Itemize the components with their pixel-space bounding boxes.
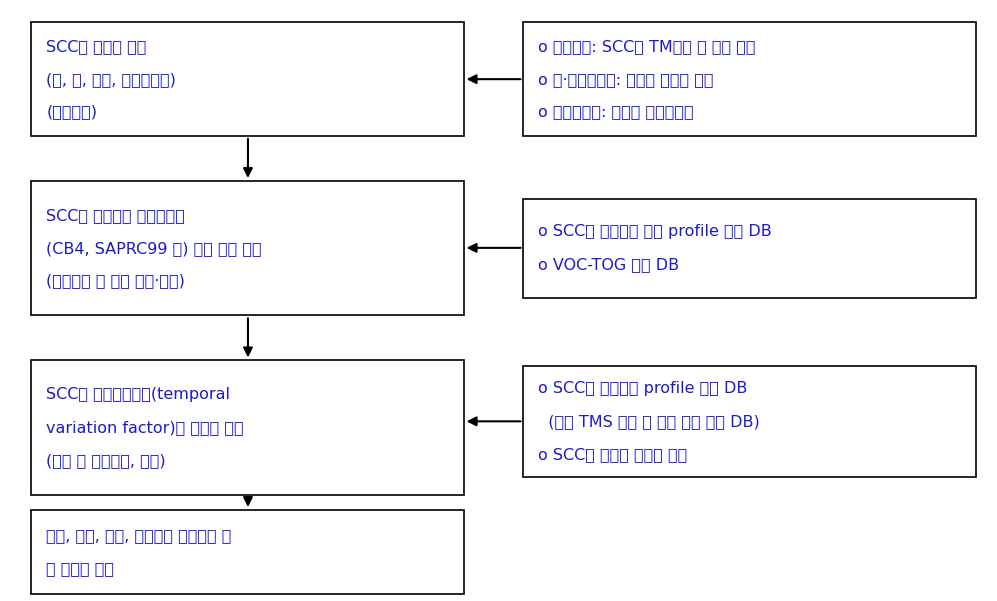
Text: (문헌조사 및 실측 비교·검증): (문헌조사 및 실측 비교·검증) <box>46 273 185 288</box>
Text: o SCC별 시간분배 profile 코드 DB: o SCC별 시간분배 profile 코드 DB <box>538 381 748 396</box>
Text: o VOC-TOG 환산 DB: o VOC-TOG 환산 DB <box>538 257 679 272</box>
Text: (실태조사): (실태조사) <box>46 105 97 120</box>
FancyBboxPatch shape <box>523 22 976 136</box>
Text: (점, 면, 이동, 자연오염원): (점, 면, 이동, 자연오염원) <box>46 72 176 87</box>
FancyBboxPatch shape <box>523 199 976 297</box>
Text: (CB4, SAPRC99 등) 화학 종별 분류: (CB4, SAPRC99 등) 화학 종별 분류 <box>46 240 262 255</box>
Text: 연별, 월별, 일별, 시간별로 종분류된 상: 연별, 월별, 일별, 시간별로 종분류된 상 <box>46 528 231 543</box>
FancyBboxPatch shape <box>523 366 976 477</box>
FancyBboxPatch shape <box>31 510 464 594</box>
Text: SCC별 시간변화계수(temporal: SCC별 시간변화계수(temporal <box>46 387 230 402</box>
Text: SCC별 배출량 자료: SCC별 배출량 자료 <box>46 38 147 53</box>
Text: o 점오염원: SCC별 TM좌표 및 굴뚝 정보: o 점오염원: SCC별 TM좌표 및 굴뚝 정보 <box>538 38 756 53</box>
Text: 세 배출량 산정: 세 배출량 산정 <box>46 561 114 576</box>
FancyBboxPatch shape <box>31 361 464 495</box>
Text: o SCC별 시간별 교통량 자료: o SCC별 시간별 교통량 자료 <box>538 447 688 462</box>
Text: variation factor)의 시간별 분배: variation factor)의 시간별 분배 <box>46 420 243 435</box>
FancyBboxPatch shape <box>31 22 464 136</box>
Text: o 면·이동오염원: 격자별 배출량 자료: o 면·이동오염원: 격자별 배출량 자료 <box>538 72 714 87</box>
Text: SCC별 화학반응 메커니즘별: SCC별 화학반응 메커니즘별 <box>46 208 185 223</box>
Text: (굴뚝 TMS 자료 및 관련 측정 자료 DB): (굴뚝 TMS 자료 및 관련 측정 자료 DB) <box>538 414 760 429</box>
Text: (문헌 및 실태조사, 개발): (문헌 및 실태조사, 개발) <box>46 453 166 468</box>
FancyBboxPatch shape <box>31 181 464 316</box>
Text: o SCC별 화학종별 분류 profile 코드 DB: o SCC별 화학종별 분류 profile 코드 DB <box>538 224 772 239</box>
Text: o 자연오염원: 격자별 배출량자료: o 자연오염원: 격자별 배출량자료 <box>538 105 694 120</box>
